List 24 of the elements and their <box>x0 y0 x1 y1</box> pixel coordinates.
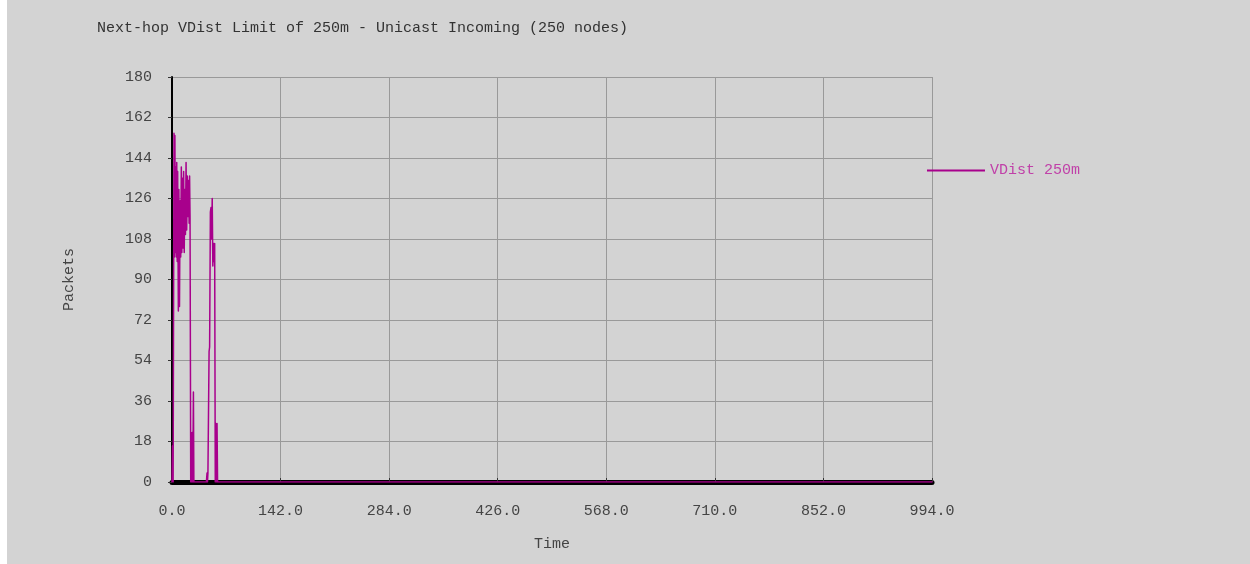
x-tick-label: 568.0 <box>583 503 629 520</box>
y-tick-label: 18 <box>133 433 152 450</box>
y-tick-label: 72 <box>133 311 152 329</box>
y-tick-label: 0 <box>142 473 152 491</box>
chart-title: Next-hop VDist Limit of 250m - Unicast Incoming (250 nodes) <box>97 20 629 37</box>
x-tick-label: 852.0 <box>800 503 846 520</box>
legend-label: VDist 250m <box>989 162 1080 179</box>
y-tick-label: 162 <box>124 109 152 126</box>
x-tick-label: 0.0 <box>158 503 186 520</box>
x-tick-label: 284.0 <box>366 503 412 520</box>
x-tick-label: 426.0 <box>475 503 521 520</box>
y-axis-title: Packets <box>61 247 78 312</box>
y-tick-label: 144 <box>124 149 152 167</box>
x-axis-title: Time <box>533 536 571 553</box>
y-tick-label: 36 <box>133 392 152 410</box>
line-series <box>171 132 933 483</box>
y-tick-label: 126 <box>124 190 152 207</box>
y-tick-label: 54 <box>133 352 152 369</box>
y-tick-label: 180 <box>124 68 152 86</box>
y-tick-label: 90 <box>133 271 152 288</box>
x-tick-label: 142.0 <box>258 503 304 520</box>
x-tick-label: 710.0 <box>692 503 738 520</box>
y-tick-label: 108 <box>124 230 152 248</box>
x-tick-label: 994.0 <box>909 503 955 520</box>
